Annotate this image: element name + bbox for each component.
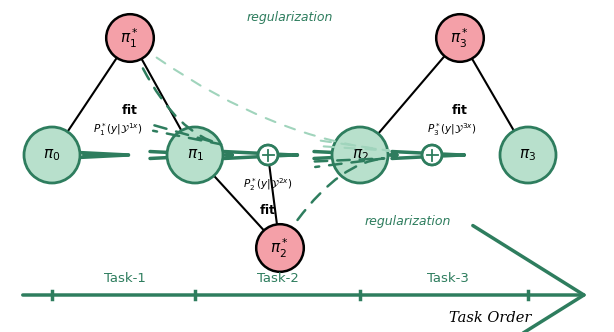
- Circle shape: [106, 14, 154, 62]
- Circle shape: [500, 127, 556, 183]
- Text: $P_1^*(y|\mathcal{Y}^{1x})$: $P_1^*(y|\mathcal{Y}^{1x})$: [93, 122, 142, 138]
- Text: $\pi_1^*$: $\pi_1^*$: [120, 27, 139, 49]
- Text: $\pi_2^*$: $\pi_2^*$: [271, 236, 290, 260]
- Text: regularization: regularization: [247, 12, 333, 25]
- Circle shape: [258, 145, 278, 165]
- Circle shape: [256, 224, 304, 272]
- Text: $\pi_0$: $\pi_0$: [44, 147, 61, 163]
- Text: Task-1: Task-1: [104, 272, 146, 285]
- Text: $\mathbf{fit}$: $\mathbf{fit}$: [451, 103, 468, 117]
- Text: $P_3^*(y|\mathcal{Y}^{3x})$: $P_3^*(y|\mathcal{Y}^{3x})$: [427, 122, 476, 138]
- Text: $\pi_2$: $\pi_2$: [352, 147, 368, 163]
- Text: Task Order: Task Order: [449, 311, 531, 325]
- Text: $\mathbf{fit}$: $\mathbf{fit}$: [259, 203, 277, 217]
- Text: regularization: regularization: [365, 215, 451, 228]
- Circle shape: [422, 145, 442, 165]
- Text: $\pi_3^*$: $\pi_3^*$: [451, 27, 470, 49]
- Text: $\mathbf{fit}$: $\mathbf{fit}$: [122, 103, 139, 117]
- Circle shape: [167, 127, 223, 183]
- Text: Task-2: Task-2: [257, 272, 299, 285]
- Text: $\pi_3$: $\pi_3$: [519, 147, 537, 163]
- Circle shape: [436, 14, 484, 62]
- Circle shape: [24, 127, 80, 183]
- Text: Task-3: Task-3: [427, 272, 469, 285]
- Circle shape: [332, 127, 388, 183]
- Text: $P_2^*(y|\mathcal{Y}^{2x})$: $P_2^*(y|\mathcal{Y}^{2x})$: [243, 177, 293, 194]
- Text: $\pi_1$: $\pi_1$: [187, 147, 203, 163]
